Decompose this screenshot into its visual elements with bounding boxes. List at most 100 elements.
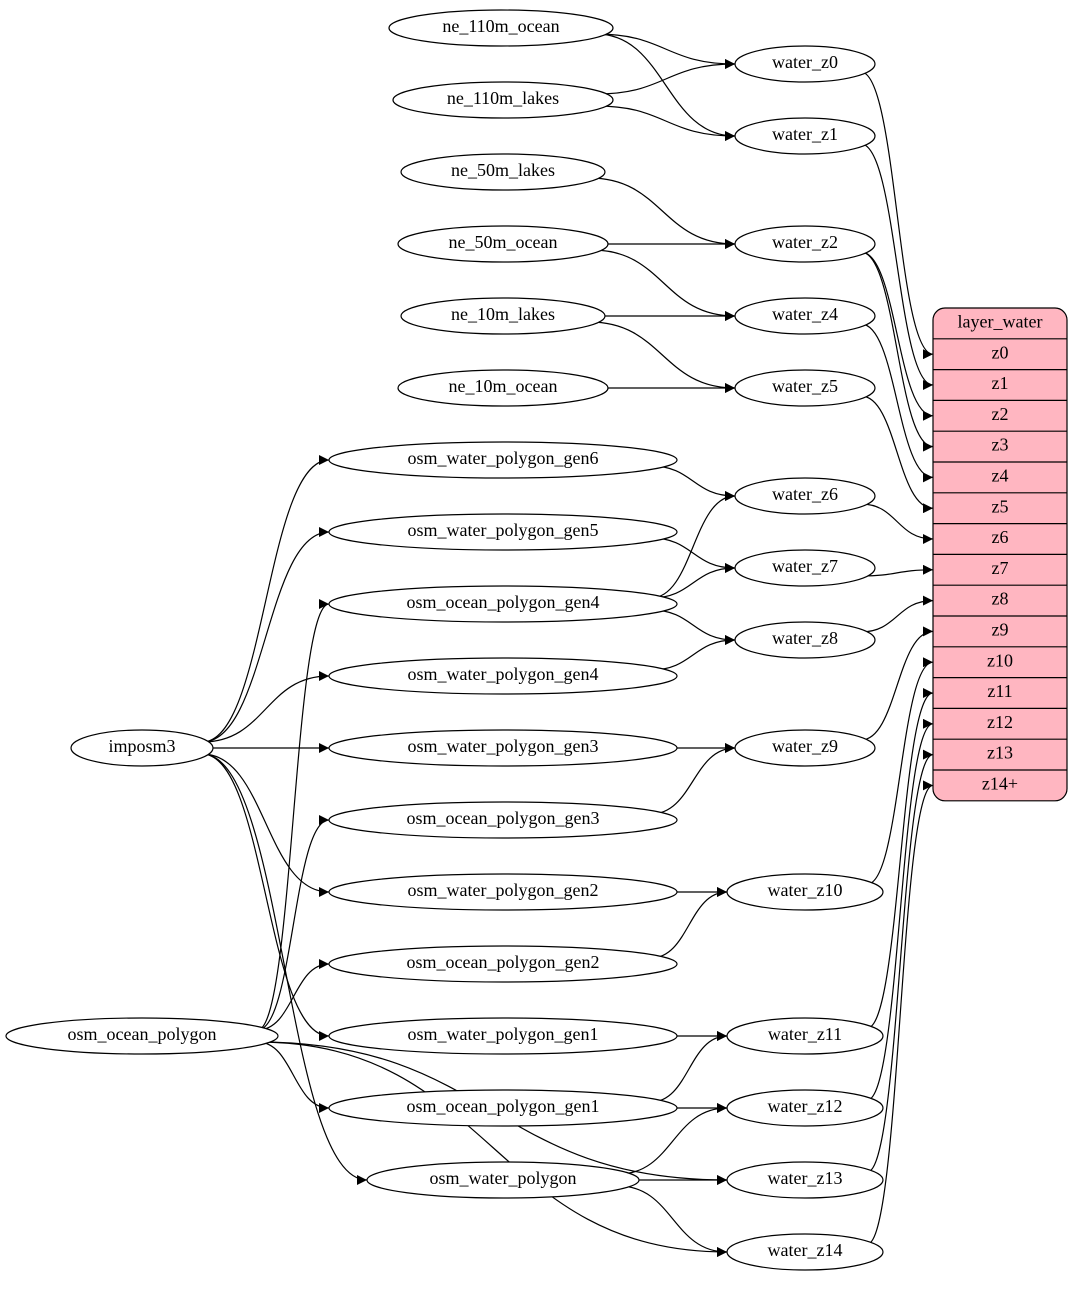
node-ellipse [726, 873, 884, 911]
node-label: osm_water_polygon_gen4 [408, 664, 599, 684]
node-ellipse [400, 153, 606, 191]
edge [860, 595, 934, 633]
node-ellipse [392, 81, 614, 119]
node-ellipse [734, 117, 876, 155]
edge [596, 105, 736, 141]
edge [650, 1031, 728, 1103]
record-title: layer_water [958, 312, 1043, 332]
edge [202, 527, 330, 743]
node-ellipse [70, 729, 214, 767]
edge [860, 503, 934, 544]
node-ellipse [397, 225, 609, 263]
edge [860, 251, 934, 452]
node-label: ne_10m_ocean [449, 376, 558, 396]
node-ellipse [726, 1161, 884, 1199]
node-ellipse [5, 1017, 279, 1055]
edge [650, 491, 736, 599]
node-label: water_z5 [772, 376, 838, 396]
edge [650, 887, 728, 959]
edge [257, 815, 330, 1031]
edge [650, 563, 736, 599]
node-ellipse [328, 513, 678, 551]
edge [860, 251, 934, 421]
node-label: osm_ocean_polygon_gen1 [407, 1096, 600, 1116]
edge [257, 1041, 728, 1257]
node-ellipse [734, 369, 876, 407]
edge [860, 626, 934, 741]
node-ellipse [388, 9, 614, 47]
node-ellipse [366, 1161, 640, 1199]
edge [650, 465, 736, 501]
edge [202, 455, 330, 743]
edge [650, 743, 736, 815]
edge [860, 564, 934, 577]
edge [257, 959, 330, 1031]
node-label: ne_10m_lakes [451, 304, 555, 324]
node-ellipse [328, 657, 678, 695]
node-ellipse [726, 1089, 884, 1127]
node-label: ne_110m_lakes [447, 88, 559, 108]
record-field: z1 [992, 373, 1009, 393]
node-ellipse [328, 729, 678, 767]
node-label: osm_ocean_polygon_gen2 [407, 952, 600, 972]
node-label: osm_ocean_polygon_gen4 [407, 592, 600, 612]
node-label: water_z12 [768, 1096, 843, 1116]
record-field: z11 [987, 681, 1012, 701]
record-field: z14+ [982, 774, 1018, 794]
record-field: z12 [987, 712, 1013, 732]
node-ellipse [397, 369, 609, 407]
edge [592, 249, 736, 321]
node-ellipse [734, 477, 876, 515]
edge [867, 780, 934, 1245]
node-label: water_z6 [772, 484, 838, 504]
node-label: ne_50m_ocean [449, 232, 558, 252]
edge [589, 321, 736, 393]
node-label: ne_110m_ocean [442, 16, 559, 36]
edge [860, 395, 934, 514]
node-label: water_z11 [768, 1024, 842, 1044]
record-field: z3 [992, 435, 1009, 455]
node-label: water_z13 [768, 1168, 843, 1188]
edge [257, 599, 330, 1031]
edge [650, 609, 736, 645]
edge [867, 657, 934, 885]
node-ellipse [328, 585, 678, 623]
record-field: z4 [992, 466, 1009, 486]
node-ellipse [734, 45, 876, 83]
edge [867, 749, 934, 1173]
edge [860, 323, 934, 483]
node-ellipse [400, 297, 606, 335]
node-label: water_z9 [772, 736, 838, 756]
edge [650, 635, 736, 671]
node-ellipse [734, 225, 876, 263]
node-label: water_z8 [772, 628, 838, 648]
node-label: imposm3 [108, 736, 175, 756]
node-ellipse [726, 1233, 884, 1271]
nodes: ne_110m_ocean ne_110m_lakes ne_50m_lakesne… [5, 9, 1068, 1271]
node-ellipse [726, 1017, 884, 1055]
node-ellipse [328, 873, 678, 911]
edge [202, 753, 330, 897]
edge [867, 718, 934, 1101]
node-label: osm_ocean_polygon_gen3 [407, 808, 600, 828]
record-field: z0 [992, 342, 1009, 362]
record-field: z13 [987, 743, 1013, 763]
node-label: water_z14 [768, 1240, 843, 1260]
node-ellipse [734, 621, 876, 659]
edge [650, 537, 736, 573]
node-label: osm_water_polygon_gen2 [408, 880, 599, 900]
record-field: z7 [992, 558, 1009, 578]
node-label: water_z0 [772, 52, 838, 72]
edge [596, 33, 736, 69]
edge [257, 1041, 330, 1113]
node-label: osm_water_polygon_gen1 [408, 1024, 599, 1044]
node-label: osm_water_polygon_gen5 [408, 520, 599, 540]
node-ellipse [734, 297, 876, 335]
node-label: ne_50m_lakes [451, 160, 555, 180]
node-label: osm_ocean_polygon [68, 1024, 217, 1044]
node-label: water_z4 [772, 304, 838, 324]
edge [589, 177, 736, 249]
node-label: water_z7 [772, 556, 838, 576]
edge [596, 33, 736, 141]
